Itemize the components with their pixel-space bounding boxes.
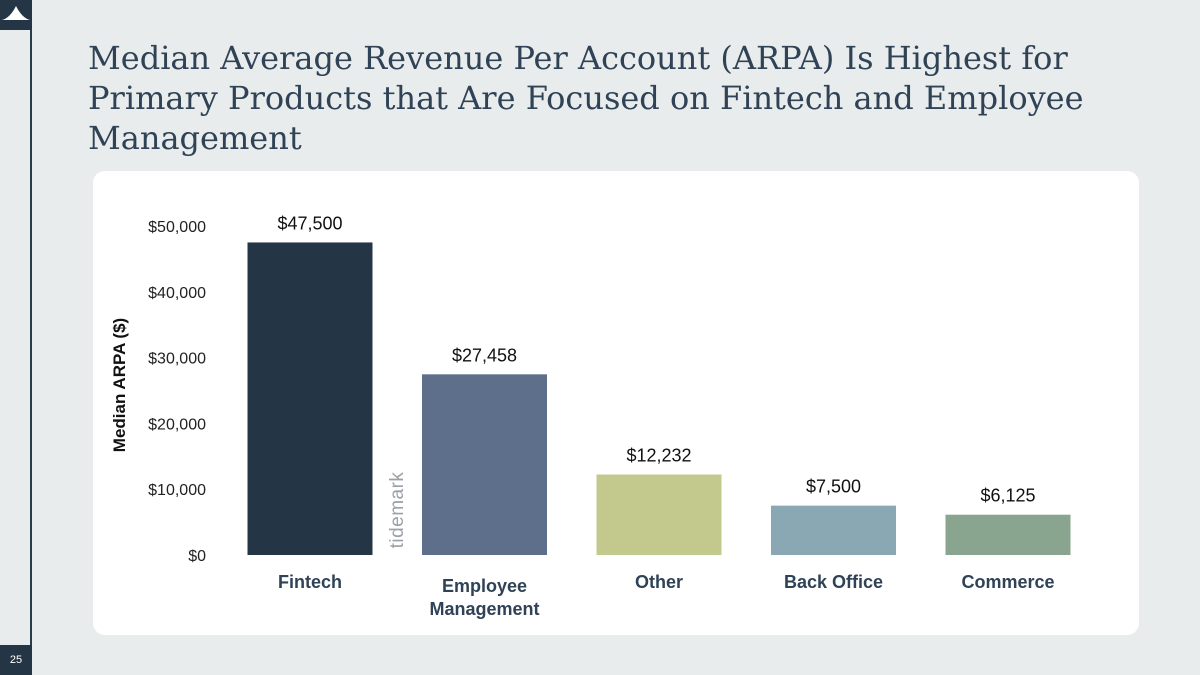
y-tick-label: $20,000 — [148, 416, 206, 433]
bar-other — [596, 474, 722, 555]
logo — [0, 0, 32, 30]
data-label: $7,500 — [806, 477, 861, 497]
data-label: $47,500 — [277, 213, 342, 233]
bar-employee-management — [422, 374, 547, 555]
bar-fintech — [247, 242, 373, 555]
category-label: Fintech — [278, 572, 342, 592]
y-tick-label: $50,000 — [148, 219, 206, 236]
category-label: Employee — [442, 576, 527, 596]
y-tick-label: $10,000 — [148, 482, 206, 499]
left-rail: 25 — [0, 0, 32, 675]
y-tick-label: $0 — [188, 548, 206, 565]
data-label: $27,458 — [452, 345, 517, 365]
category-label: Commerce — [961, 572, 1054, 592]
bar-back-office — [771, 505, 896, 555]
page-number: 25 — [0, 645, 32, 675]
y-tick-label: $40,000 — [148, 285, 206, 302]
category-label: Management — [429, 599, 539, 619]
data-label: $12,232 — [626, 446, 691, 466]
y-tick-label: $30,000 — [148, 351, 206, 368]
logo-mark-icon — [2, 6, 30, 20]
bar-commerce — [945, 514, 1071, 555]
category-label: Other — [635, 572, 683, 592]
category-label: Back Office — [784, 572, 883, 592]
page-title: Median Average Revenue Per Account (ARPA… — [88, 39, 1084, 157]
data-label: $6,125 — [980, 486, 1035, 506]
